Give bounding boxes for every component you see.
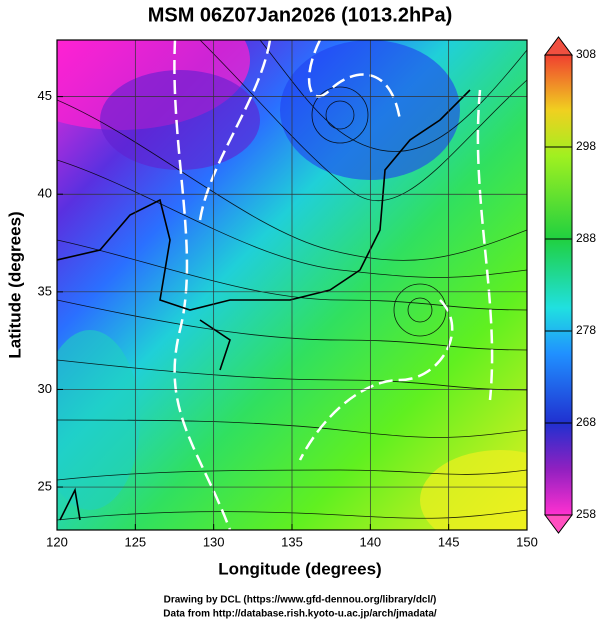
x-tick-label: 150: [516, 534, 538, 549]
credit: Data from http://database.rish.kyoto-u.a…: [163, 609, 437, 620]
x-tick-label: 130: [203, 534, 225, 549]
map-title: MSM 06Z07Jan2026 (1013.2hPa): [148, 4, 453, 26]
x-tick-label: 145: [438, 534, 460, 549]
y-tick-label: 30: [38, 381, 52, 396]
x-tick-label: 125: [124, 534, 146, 549]
colorbar-min-arrow: [544, 514, 573, 534]
colorbar-tick-label: 268: [576, 415, 596, 429]
colorbar-tick-label: 308: [576, 47, 596, 61]
credit: Drawing by DCL (https://www.gfd-dennou.o…: [164, 595, 437, 606]
y-tick-label: 40: [38, 186, 52, 201]
colorbar-max-arrow: [544, 36, 573, 56]
colorbar: [544, 54, 573, 516]
colorbar-tick-label: 258: [576, 507, 596, 521]
y-tick-label: 45: [38, 88, 52, 103]
x-tick-label: 140: [359, 534, 381, 549]
x-axis-label: Longitude (degrees): [218, 559, 381, 578]
colorbar-tick-label: 298: [576, 139, 596, 153]
colorbar-tick-label: 288: [576, 231, 596, 245]
y-axis-label: Latitude (degrees): [5, 211, 24, 358]
x-tick-label: 120: [46, 534, 68, 549]
field: [57, 40, 527, 530]
x-tick-label: 135: [281, 534, 303, 549]
colorbar-tick-label: 278: [576, 323, 596, 337]
y-tick-label: 35: [38, 283, 52, 298]
y-tick-label: 25: [38, 478, 52, 493]
